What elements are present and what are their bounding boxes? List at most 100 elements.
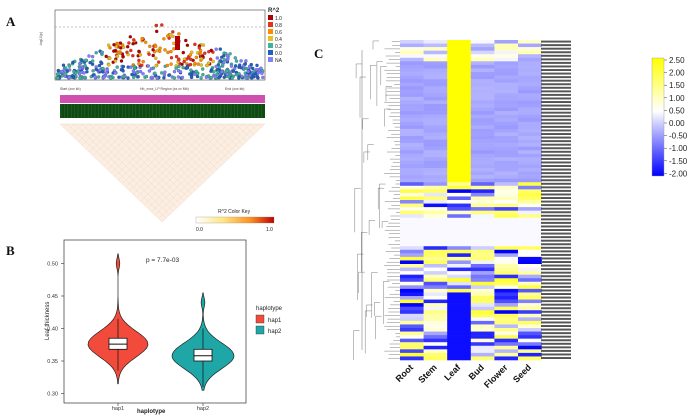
manhattan-point (84, 58, 88, 62)
heatmap-cell (423, 356, 448, 361)
heatmap-cell (518, 288, 542, 293)
heatmap-cell (423, 249, 448, 254)
heatmap-row-label (541, 150, 571, 153)
heatmap-cell (494, 189, 519, 194)
heatmap-row-label (541, 257, 571, 260)
heatmap-col-label-bud: Bud (467, 362, 486, 381)
ld-grid-line (155, 123, 251, 216)
heatmap-cell (494, 264, 519, 268)
heatmap-cell (447, 274, 472, 279)
heatmap-row-label (541, 179, 571, 182)
manhattan-point (154, 23, 159, 28)
heatmap-cell (423, 160, 448, 165)
heatmap-cell (494, 242, 519, 247)
heatmap-cell (400, 200, 424, 204)
ld-grid-line (114, 123, 170, 177)
ld-grid-line (96, 123, 134, 160)
manhattan-point (172, 69, 177, 74)
heatmap-cell (423, 285, 448, 290)
heatmap-cells (400, 40, 542, 361)
heatmap-cell (400, 160, 424, 165)
heatmap-cell (447, 271, 472, 275)
heatmap-scale-bar (651, 57, 665, 177)
heatmap-cell (447, 260, 472, 265)
heatmap-cell (494, 175, 519, 179)
heatmap-cell (518, 93, 542, 98)
heatmap-cell (400, 93, 424, 98)
heatmap-cell (494, 267, 519, 272)
panel-a-label: A (6, 14, 16, 29)
heatmap-cell (470, 160, 495, 165)
manhattan-point (163, 48, 167, 52)
heatmap-cell (447, 104, 472, 108)
heatmap-cell (494, 40, 519, 44)
heatmap-cell (400, 96, 424, 101)
heatmap-cell (494, 310, 519, 315)
manhattan-point (214, 47, 218, 51)
heatmap-cell (518, 182, 542, 187)
heatmap-cell (447, 345, 472, 350)
ld-grid-line (147, 123, 236, 209)
heatmap-cell (518, 274, 542, 279)
heatmap-cell (400, 111, 424, 115)
heatmap-row-label (541, 264, 571, 267)
heatmap-cell (494, 274, 519, 279)
heatmap-cell (470, 313, 495, 318)
manhattan-point (180, 75, 185, 80)
ld-grid-line (92, 123, 126, 156)
heatmap-cell (494, 246, 519, 251)
heatmap-cell (494, 150, 519, 155)
manhattan-point (188, 72, 192, 76)
manhattan-point (201, 43, 206, 47)
heatmap-cell (447, 96, 472, 101)
heatmap-cell (447, 47, 472, 51)
heatmap-cell (518, 171, 542, 176)
heatmap-row-label (541, 357, 571, 359)
heatmap-cell (470, 79, 495, 83)
heatmap-cell (470, 349, 495, 354)
heatmap-cell (447, 54, 472, 59)
heatmap-cell (423, 50, 448, 55)
heatmap-cell (447, 352, 472, 357)
heatmap-cell (447, 306, 472, 311)
heatmap-cell (518, 246, 542, 251)
heatmap-cell (423, 89, 448, 94)
heatmap-row-label (541, 232, 571, 235)
heatmap-cell (447, 50, 472, 55)
manhattan-point (222, 75, 226, 79)
heatmap-cell (470, 306, 495, 311)
heatmap-cell (470, 75, 495, 80)
heatmap-cell (518, 47, 542, 51)
violin-ytick-label: 0.40 (47, 327, 58, 333)
ld-key-title: R^2 Color Key (218, 209, 251, 215)
heatmap-cell (447, 157, 472, 162)
heatmap-cell (494, 296, 519, 300)
heatmap-row-label (541, 93, 571, 96)
heatmap-cell (470, 242, 495, 247)
manhattan-point (128, 35, 132, 39)
heatmap-cell (447, 210, 472, 215)
heatmap-cell (423, 352, 448, 357)
manhattan-point (90, 54, 95, 59)
heatmap-cell (447, 40, 472, 44)
heatmap-cell (518, 260, 542, 265)
manhattan-point (115, 54, 120, 58)
heatmap-cell (423, 324, 448, 329)
manhattan-point (194, 69, 198, 74)
heatmap-cell (470, 40, 495, 44)
heatmap-cell (470, 168, 495, 172)
heatmap-cell (447, 200, 472, 204)
heatmap-cell (447, 214, 472, 219)
heatmap-cell (423, 182, 448, 187)
heatmap-row-label (541, 307, 571, 310)
heatmap-row-label (541, 76, 571, 79)
heatmap-cell (470, 157, 495, 162)
heatmap-cell (470, 256, 495, 261)
heatmap-row-label (541, 129, 571, 132)
heatmap-cell (470, 281, 495, 286)
heatmap-cell (423, 185, 448, 190)
heatmap-row-label (541, 90, 571, 93)
manhattan-point (141, 72, 145, 76)
manhattan-point (131, 54, 135, 58)
